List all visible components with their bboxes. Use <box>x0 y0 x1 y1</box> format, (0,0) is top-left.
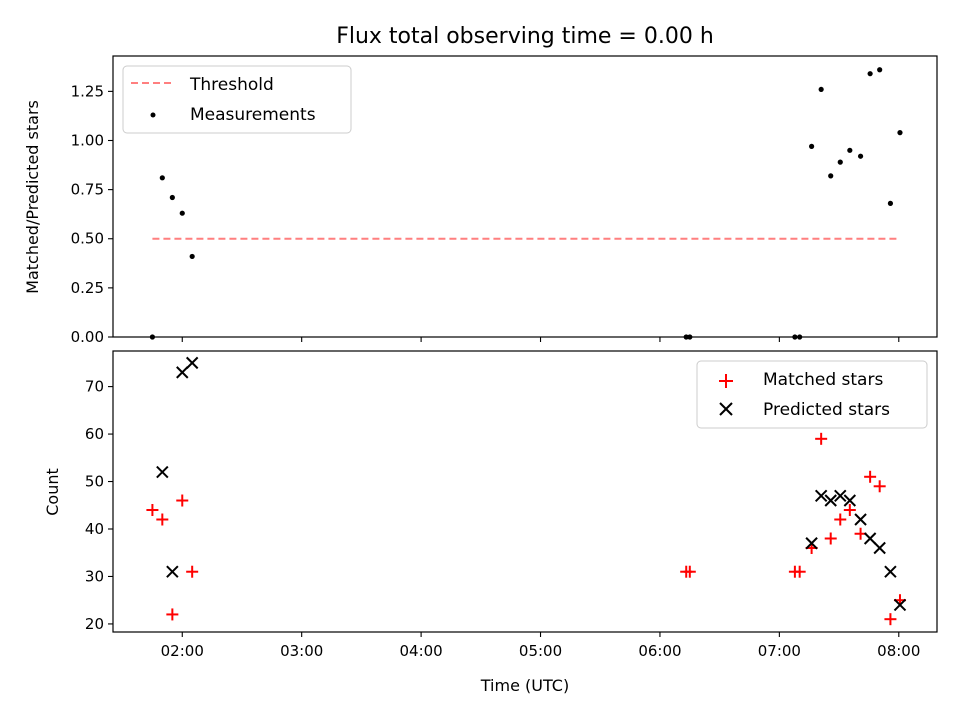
measurement-point <box>797 334 803 340</box>
count-y-tick-label: 50 <box>85 473 104 491</box>
measurement-point <box>189 253 195 260</box>
predicted-stars-point <box>873 541 886 555</box>
measurement-point <box>828 173 834 179</box>
matched-legend-swatch <box>719 374 733 388</box>
chart-title: Flux total observing time = 0.00 h <box>336 24 714 49</box>
measurement-point <box>179 210 185 216</box>
ratio-legend: Threshold Measurements <box>122 65 352 134</box>
measurement-point <box>897 130 903 136</box>
ratio-plot-area <box>149 67 903 340</box>
predicted-stars-point <box>863 532 877 545</box>
measurement-point <box>149 334 156 340</box>
ratio-panel: 0.00 0.25 0.50 0.75 1.00 1.25 Matched/Predict… <box>23 55 938 346</box>
predicted-stars-point <box>843 494 857 507</box>
predicted-stars-point <box>824 494 837 507</box>
measurements-legend-label: Measurements <box>190 105 316 125</box>
count-panel: 20 30 40 50 60 70 02:00 03:00 04:00 05:00 06:00 07:… <box>43 350 938 695</box>
matched-stars-point <box>815 432 828 445</box>
ratio-y-tick-label: 0.50 <box>71 230 104 248</box>
count-panel-frame <box>112 350 938 633</box>
count-x-tick-label: 05:00 <box>519 642 562 660</box>
matched-stars-point <box>156 513 169 526</box>
matched-legend-label: Matched stars <box>763 370 883 390</box>
count-y-tick-label: 20 <box>85 615 104 633</box>
count-x-tick-label: 06:00 <box>638 642 681 660</box>
measurement-point <box>683 334 689 340</box>
predicted-stars-point <box>893 598 907 612</box>
count-plot-area <box>146 356 907 626</box>
predicted-stars-point <box>156 465 169 479</box>
matched-stars-point <box>146 504 159 517</box>
predicted-stars-point <box>814 489 828 502</box>
ratio-legend-frame <box>122 65 352 134</box>
measurement-point <box>792 334 798 340</box>
measurement-point <box>159 175 165 181</box>
count-y-axis-label: Count <box>43 468 62 516</box>
measurement-point <box>867 71 873 77</box>
predicted-stars-point <box>805 537 818 550</box>
ratio-y-tick-label: 1.00 <box>71 131 104 149</box>
ratio-axis-ticks: 0.00 0.25 0.50 0.75 1.00 1.25 <box>71 82 900 346</box>
count-x-tick-label: 02:00 <box>161 642 204 660</box>
measurement-point <box>818 86 824 93</box>
matched-stars-point <box>824 532 837 545</box>
matched-stars-point <box>843 504 856 517</box>
measurement-point <box>687 334 693 340</box>
count-legend-frame <box>696 360 928 429</box>
matched-stars-point <box>166 608 179 621</box>
measurement-point <box>809 143 815 149</box>
count-axis-ticks: 20 30 40 50 60 70 02:00 03:00 04:00 05:00 06:00 07:… <box>85 378 920 660</box>
matched-stars-point <box>864 470 877 483</box>
predicted-stars-point <box>834 489 847 502</box>
measurement-point <box>837 159 843 165</box>
count-x-tick-label: 07:00 <box>758 642 801 660</box>
predicted-stars-point <box>166 565 179 578</box>
count-x-tick-label: 03:00 <box>280 642 323 660</box>
predicted-stars-point <box>854 513 867 526</box>
predicted-legend-label: Predicted stars <box>763 400 890 420</box>
measurement-point <box>847 147 853 153</box>
measurement-point <box>887 200 894 206</box>
predicted-stars-point <box>185 356 199 370</box>
predicted-stars-point <box>884 565 897 578</box>
measurements-legend-swatch <box>150 112 156 118</box>
matched-stars-point <box>834 513 847 526</box>
matched-stars-point <box>186 565 199 578</box>
measurement-point <box>877 67 883 73</box>
x-axis-label: Time (UTC) <box>480 676 569 695</box>
count-y-tick-label: 40 <box>85 520 104 538</box>
count-y-tick-label: 30 <box>85 567 104 585</box>
measurement-point <box>857 153 864 159</box>
count-y-tick-label: 70 <box>85 378 104 396</box>
ratio-panel-frame <box>112 55 938 338</box>
matched-stars-point <box>884 613 897 626</box>
matched-stars-point <box>793 565 806 578</box>
count-x-tick-label: 04:00 <box>399 642 442 660</box>
predicted-legend-swatch <box>719 402 733 416</box>
count-y-tick-label: 60 <box>85 425 104 443</box>
matched-stars-point <box>176 494 189 507</box>
ratio-y-tick-label: 0.25 <box>71 279 104 297</box>
ratio-y-axis-label: Matched/Predicted stars <box>23 100 42 294</box>
matched-stars-point <box>873 480 886 493</box>
threshold-legend-label: Threshold <box>189 75 274 95</box>
ratio-y-tick-label: 0.00 <box>71 328 104 346</box>
ratio-y-tick-label: 0.75 <box>71 181 104 199</box>
measurement-point <box>169 194 175 201</box>
ratio-y-tick-label: 1.25 <box>71 82 104 100</box>
count-legend: Matched stars Predicted stars <box>696 360 928 429</box>
count-x-tick-label: 08:00 <box>877 642 920 660</box>
matched-stars-point <box>683 565 696 578</box>
predicted-stars-point <box>176 366 189 379</box>
